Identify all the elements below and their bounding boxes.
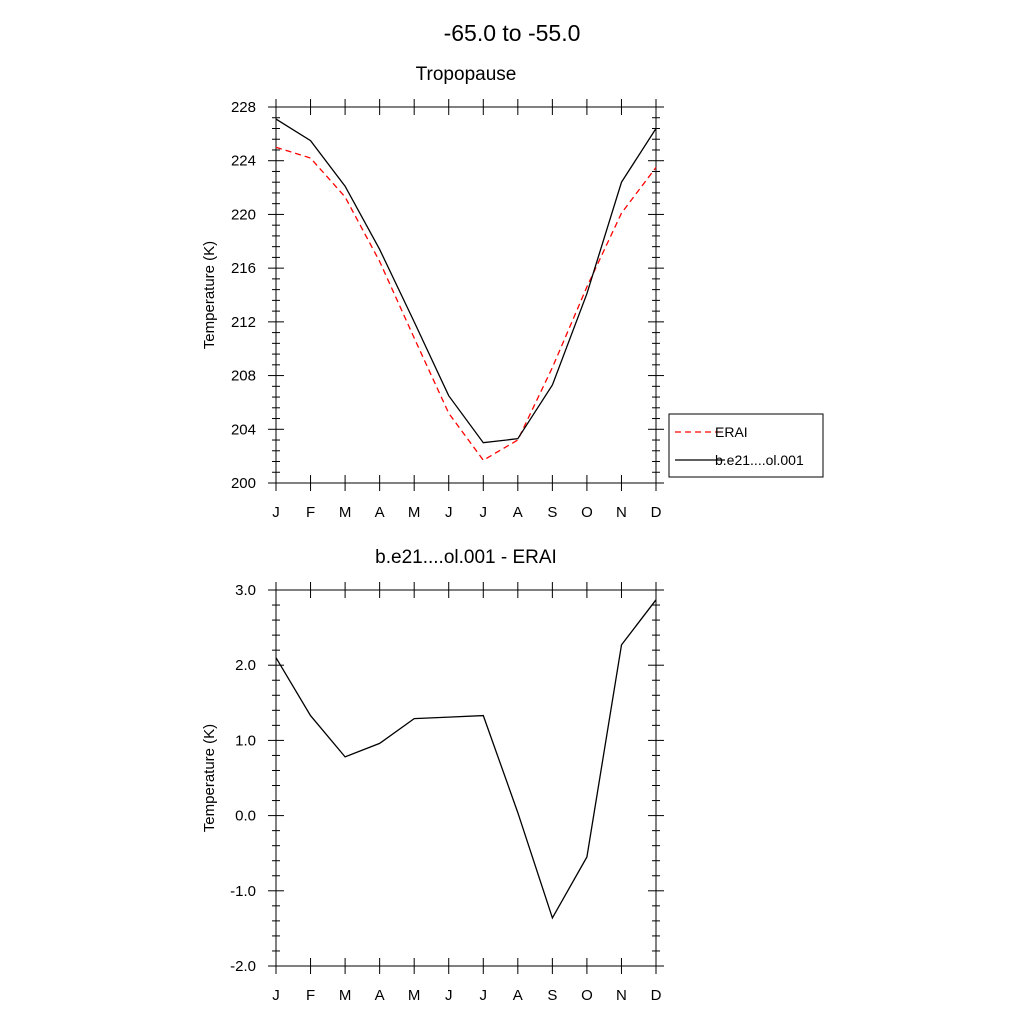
- x-tick-label: J: [272, 504, 280, 521]
- y-tick-label: 204: [231, 421, 256, 438]
- chart-title: Tropopause: [416, 64, 517, 85]
- x-tick-label: A: [513, 987, 523, 1004]
- chart-panel-bottom: b.e21....ol.001 - ERAI Temperature (K) -2.…: [201, 547, 664, 1004]
- y-tick-label: 216: [231, 260, 256, 277]
- x-tick-label: J: [480, 504, 488, 521]
- y-tick-label: 1.0: [235, 732, 256, 749]
- y-tick-label: 2.0: [235, 657, 256, 674]
- legend-label: ERAI: [715, 424, 748, 440]
- x-tick-label: N: [616, 987, 627, 1004]
- y-tick-label: 220: [231, 206, 256, 223]
- x-tick-label: F: [306, 504, 315, 521]
- x-tick-label: N: [616, 504, 627, 521]
- x-tick-label: M: [339, 504, 352, 521]
- x-tick-label: F: [306, 987, 315, 1004]
- x-tick-label: J: [445, 504, 453, 521]
- chart-title: b.e21....ol.001 - ERAI: [375, 547, 557, 568]
- plot-frame: [275, 589, 657, 967]
- y-axis-label: Temperature (K): [201, 724, 218, 832]
- chart-panel-top: Tropopause Temperature (K) 200 204 208 212 216…: [201, 64, 664, 521]
- x-tick-label: J: [480, 987, 488, 1004]
- x-tick-label: A: [375, 504, 385, 521]
- plot-frame: [275, 106, 657, 484]
- x-tick-label: M: [408, 504, 421, 521]
- y-tick-label: 212: [231, 314, 256, 331]
- series-line-0: [275, 146, 657, 462]
- y-tick-label: -1.0: [230, 883, 256, 900]
- x-tick-label: A: [513, 504, 523, 521]
- y-tick-label: -2.0: [230, 958, 256, 975]
- x-tick-label: S: [547, 987, 557, 1004]
- x-tick-label: J: [272, 987, 280, 1004]
- legend: ERAI b.e21....ol.001: [668, 413, 824, 478]
- x-tick-label: A: [375, 987, 385, 1004]
- x-tick-label: M: [408, 987, 421, 1004]
- y-tick-label: 224: [231, 153, 256, 170]
- x-tick-label: M: [339, 987, 352, 1004]
- series-line-0: [275, 599, 657, 920]
- series-line-1: [275, 118, 657, 444]
- main-title: -65.0 to -55.0: [443, 20, 581, 46]
- y-tick-label: 228: [231, 99, 256, 116]
- x-tick-label: O: [581, 987, 593, 1004]
- legend-box: [668, 413, 824, 478]
- y-tick-label: 208: [231, 368, 256, 385]
- y-tick-label: 3.0: [235, 582, 256, 599]
- y-axis-label: Temperature (K): [201, 241, 218, 349]
- x-tick-label: S: [547, 504, 557, 521]
- y-tick-label: 200: [231, 475, 256, 492]
- x-tick-label: J: [445, 987, 453, 1004]
- x-tick-label: O: [581, 504, 593, 521]
- x-tick-label: D: [651, 987, 662, 1004]
- legend-label: b.e21....ol.001: [715, 452, 804, 468]
- x-tick-label: D: [651, 504, 662, 521]
- y-tick-label: 0.0: [235, 808, 256, 825]
